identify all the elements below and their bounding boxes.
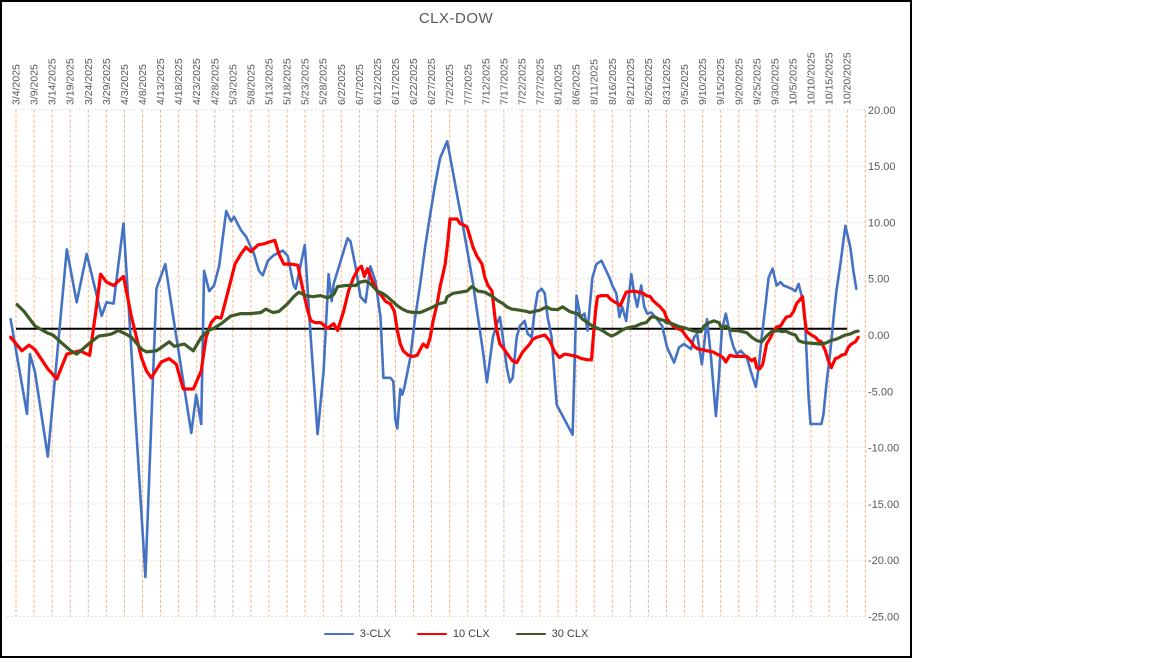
y-axis-label: 5.00 xyxy=(868,274,889,286)
plot-area: 20.00 15.00 10.00 5.00 0.00 -5.00 -10.00 -15.00… xyxy=(7,52,899,624)
x-axis-label: 3/4/2025 xyxy=(11,64,23,105)
x-axis-label: 10/5/2025 xyxy=(788,58,800,105)
x-axis-label: 6/27/2025 xyxy=(426,58,438,105)
x-axis-label: 9/5/2025 xyxy=(679,64,691,105)
y-axis-label: 20.00 xyxy=(868,105,896,117)
chart-title: CLX-DOW xyxy=(418,10,494,27)
chart-object[interactable]: CLX-DOW 20.00 15.00 10.00 5.00 0.00 -5.00 -10.… xyxy=(0,0,912,658)
x-axis-label: 7/7/2025 xyxy=(462,64,474,105)
x-axis-label: 7/17/2025 xyxy=(498,58,510,105)
x-axis-label: 5/13/2025 xyxy=(263,58,275,105)
x-axis-label: 10/15/2025 xyxy=(824,52,836,105)
x-axis-label: 4/18/2025 xyxy=(173,58,185,105)
x-axis-label: 3/29/2025 xyxy=(101,58,113,105)
x-axis-label: 3/14/2025 xyxy=(47,58,59,105)
x-axis-label: 6/7/2025 xyxy=(354,64,366,105)
y-axis-label: -15.00 xyxy=(868,499,899,511)
legend-line-swatch-green xyxy=(515,632,546,636)
y-axis-label: 0.00 xyxy=(868,330,889,342)
x-axis-label: 4/8/2025 xyxy=(137,64,149,105)
x-axis-label: 8/26/2025 xyxy=(643,58,655,105)
legend-line-swatch-blue xyxy=(323,632,354,636)
legend-line-swatch-red xyxy=(416,632,447,636)
legend-item-3clx[interactable]: 3-CLX xyxy=(323,628,391,640)
x-axis-label: 8/31/2025 xyxy=(661,58,673,105)
x-axis-label: 8/16/2025 xyxy=(607,58,619,105)
x-axis-label: 3/24/2025 xyxy=(83,58,95,105)
y-axis-label: -5.00 xyxy=(868,386,893,398)
x-axis-label: 5/28/2025 xyxy=(318,58,330,105)
x-axis-label: 8/11/2025 xyxy=(589,59,601,105)
x-axis-label: 4/3/2025 xyxy=(119,64,131,105)
x-axis-label: 4/28/2025 xyxy=(209,58,221,105)
legend-item-30clx[interactable]: 30 CLX xyxy=(515,628,589,640)
x-axis-label: 9/20/2025 xyxy=(733,58,745,105)
x-axis-label: 6/17/2025 xyxy=(390,58,402,105)
x-axis-label: 4/23/2025 xyxy=(191,58,203,105)
legend-label: 30 CLX xyxy=(551,628,589,640)
legend: 3-CLX 10 CLX 30 CLX xyxy=(2,628,910,640)
x-axis-label: 7/27/2025 xyxy=(535,58,547,105)
y-axis-label: -10.00 xyxy=(868,443,899,455)
x-axis-label: 8/21/2025 xyxy=(625,58,637,105)
y-axis-label: -20.00 xyxy=(868,555,899,567)
y-axis-label: 15.00 xyxy=(868,161,896,173)
x-axis-label: 7/2/2025 xyxy=(444,64,456,105)
legend-label: 10 CLX xyxy=(452,628,490,640)
x-axis-label: 4/13/2025 xyxy=(155,58,167,105)
legend-item-10clx[interactable]: 10 CLX xyxy=(416,628,490,640)
x-axis-label: 3/9/2025 xyxy=(29,64,41,105)
x-axis-label: 5/18/2025 xyxy=(282,58,294,105)
x-axis-label: 6/12/2025 xyxy=(372,58,384,105)
x-axis-label: 10/20/2025 xyxy=(842,52,854,105)
x-axis-label: 6/2/2025 xyxy=(336,64,348,105)
x-axis-label: 9/15/2025 xyxy=(715,58,727,105)
y-axis-label: 10.00 xyxy=(868,217,896,229)
x-axis-label: 7/12/2025 xyxy=(480,58,492,105)
x-axis-label: 3/19/2025 xyxy=(65,58,77,105)
x-axis-label: 8/1/2025 xyxy=(553,64,565,105)
x-axis-label: 7/22/2025 xyxy=(516,58,528,105)
legend-label: 3-CLX xyxy=(359,628,391,640)
series-line-10 CLX[interactable] xyxy=(9,217,860,391)
page-whitespace xyxy=(912,0,1152,662)
x-axis-label: 6/22/2025 xyxy=(408,58,420,105)
x-axis-label: 5/8/2025 xyxy=(245,64,257,105)
x-axis-label: 5/23/2025 xyxy=(300,58,312,105)
y-axis-label: -25.00 xyxy=(868,612,899,624)
x-axis-label: 5/3/2025 xyxy=(227,64,239,105)
x-axis-label: 9/10/2025 xyxy=(697,58,709,105)
x-axis-label: 9/30/2025 xyxy=(769,58,781,105)
series-line-30 CLX[interactable] xyxy=(15,279,860,356)
series-line-3-CLX[interactable] xyxy=(9,140,858,579)
x-axis-label: 8/6/2025 xyxy=(571,64,583,105)
x-axis-label: 10/10/2025 xyxy=(806,52,818,105)
x-axis-label: 9/25/2025 xyxy=(751,58,763,105)
